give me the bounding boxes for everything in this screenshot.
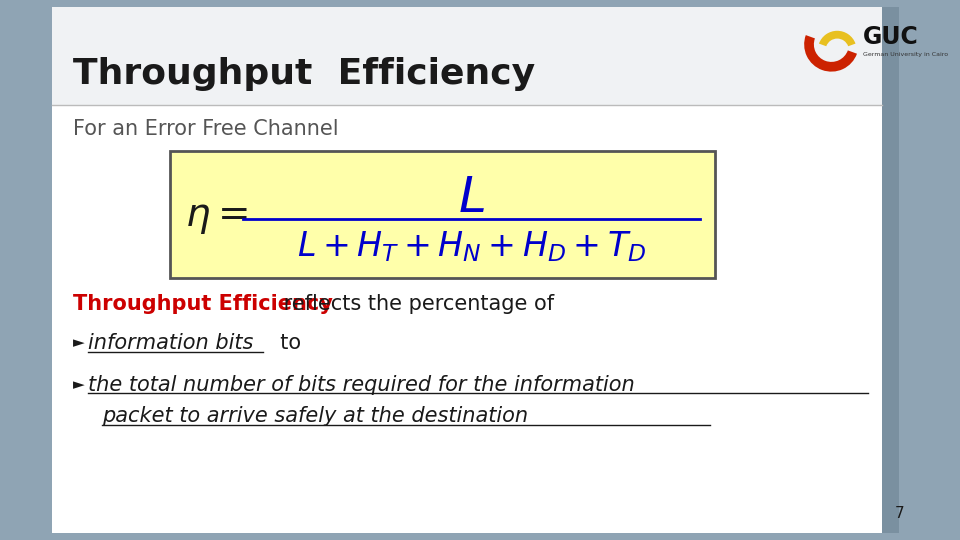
Text: reflects the percentage of: reflects the percentage of [277,294,554,314]
Text: information bits: information bits [88,333,253,353]
Bar [52,8,882,105]
Text: Throughput  Efficiency: Throughput Efficiency [73,57,535,91]
Text: $\eta =$: $\eta =$ [184,199,248,237]
Bar [170,151,714,278]
Text: GUC: GUC [862,25,919,49]
Text: For an Error Free Channel: For an Error Free Channel [73,119,339,139]
Bar [882,8,900,532]
Bar [52,105,882,532]
Bar [34,8,52,532]
Text: ►: ► [73,377,84,392]
Text: $L + H_T + H_N + H_D + T_D$: $L + H_T + H_N + H_D + T_D$ [297,230,646,264]
Text: $L$: $L$ [458,174,485,222]
Wedge shape [819,31,855,46]
Text: ►: ► [73,335,84,350]
Text: the total number of bits required for the information: the total number of bits required for th… [88,375,636,395]
Text: German University in Cairo: German University in Cairo [862,52,948,57]
Wedge shape [804,35,857,72]
Text: 7: 7 [895,506,904,521]
Text: Throughput Efficiency: Throughput Efficiency [73,294,333,314]
Text: packet to arrive safely at the destination: packet to arrive safely at the destinati… [102,406,528,426]
Text: to: to [268,333,301,353]
